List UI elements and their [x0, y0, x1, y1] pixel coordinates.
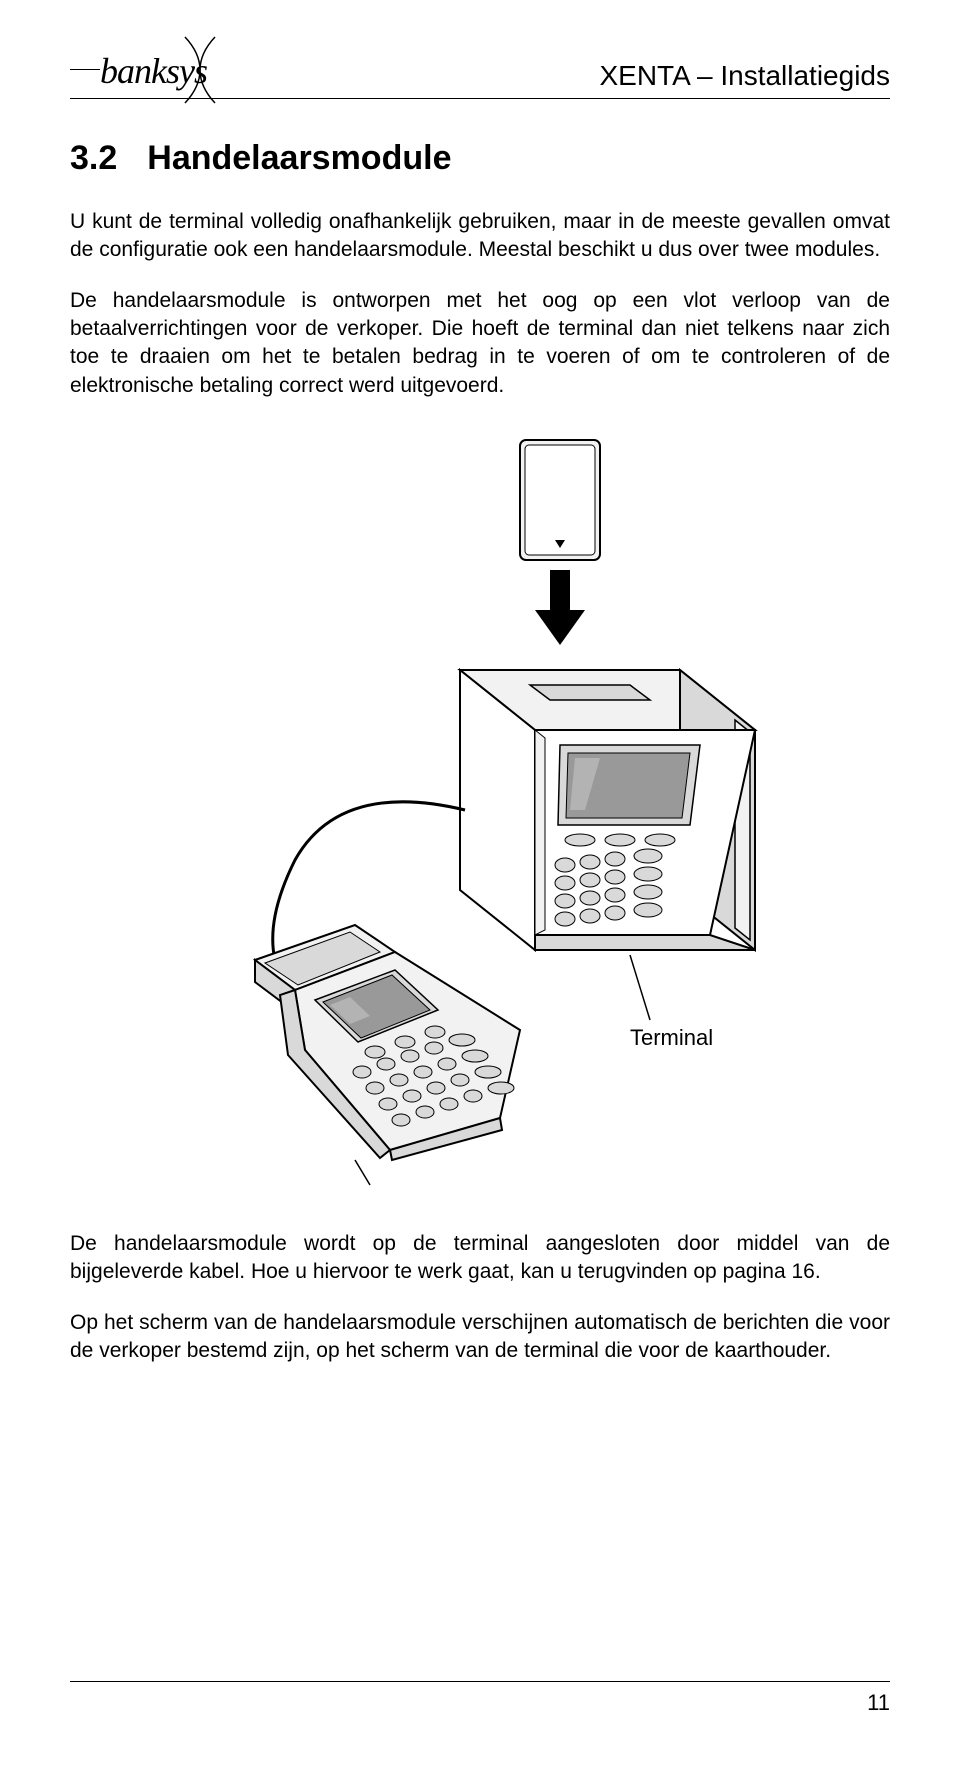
brand-logo: banksys	[70, 50, 207, 92]
page-footer: 11	[70, 1681, 890, 1716]
paragraph-4: Op het scherm van de handelaarsmodule ve…	[70, 1309, 890, 1366]
figure-label-terminal: Terminal	[630, 1025, 713, 1050]
terminal-diagram-figure: Terminal Handelaarsmodule	[180, 430, 780, 1190]
label-line-module	[355, 1160, 370, 1185]
paragraph-2: De handelaarsmodule is ontworpen met het…	[70, 287, 890, 400]
label-line-terminal	[630, 955, 650, 1020]
section-title: Handelaarsmodule	[147, 139, 451, 177]
section-heading: 3.2 Handelaarsmodule	[70, 139, 890, 178]
document-title: XENTA – Installatiegids	[599, 60, 890, 92]
arrow-down-icon	[535, 570, 585, 645]
paragraph-3: De handelaarsmodule wordt op de terminal…	[70, 1230, 890, 1287]
page-header: banksys XENTA – Installatiegids	[70, 50, 890, 99]
handheld-module-icon	[255, 925, 520, 1160]
section-number: 3.2	[70, 139, 117, 178]
page-number: 11	[867, 1690, 890, 1715]
card-icon	[520, 440, 600, 560]
paragraph-1: U kunt de terminal volledig onafhankelij…	[70, 208, 890, 265]
terminal-device-icon	[460, 670, 755, 950]
logo-swoosh-icon	[180, 35, 220, 105]
